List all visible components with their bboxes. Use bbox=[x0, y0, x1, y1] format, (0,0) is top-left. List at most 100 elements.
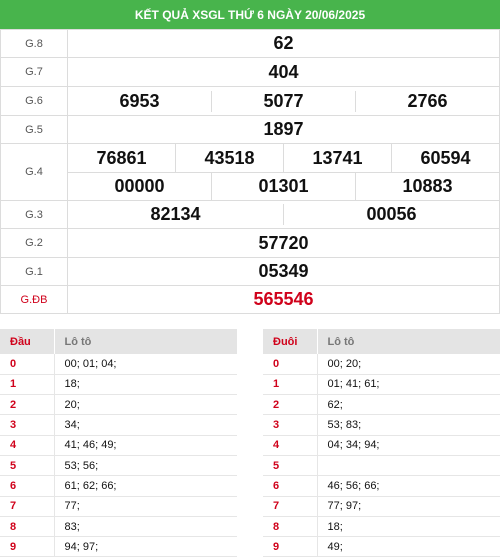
row-key: 0 bbox=[0, 354, 54, 375]
dau-table: Đầu Lô tô 0 00; 01; 04; 1 18; 2 20; 3 34; 4 41; 4… bbox=[0, 329, 237, 557]
prize-number: 1897 bbox=[263, 119, 304, 139]
prize-number: 43518 bbox=[175, 144, 283, 172]
loto-tables: Đầu Lô tô 0 00; 01; 04; 1 18; 2 20; 3 34; 4 41; 4… bbox=[0, 329, 500, 557]
table-row: 0 00; 01; 04; bbox=[0, 354, 237, 375]
row-loto-values: 53; 56; bbox=[53, 455, 237, 477]
row-key: 2 bbox=[0, 394, 54, 416]
prize-number: 2766 bbox=[355, 90, 499, 112]
prize-number: 76861 bbox=[96, 147, 147, 168]
prize-label: G.3 bbox=[0, 200, 68, 229]
prize-label: G.5 bbox=[0, 115, 68, 144]
prize-label: G.ĐB bbox=[0, 285, 68, 314]
row-loto-values: 18; bbox=[316, 516, 500, 538]
prize-row-g7: G.7 404 bbox=[0, 57, 500, 87]
table-row: 3 34; bbox=[0, 414, 237, 436]
row-loto-values: 77; 97; bbox=[316, 496, 500, 517]
row-key: 2 bbox=[263, 394, 317, 416]
prize-number: 5077 bbox=[211, 90, 355, 112]
prize-row-g3: G.3 82134 00056 bbox=[0, 200, 500, 229]
row-loto-values: 20; bbox=[53, 394, 237, 416]
table-row: 2 20; bbox=[0, 394, 237, 416]
row-key: 6 bbox=[0, 475, 54, 497]
prize-number: 13741 bbox=[283, 144, 391, 172]
table-row: 3 53; 83; bbox=[263, 414, 500, 436]
prize-number: 10883 bbox=[355, 173, 499, 200]
row-loto-values: 94; 97; bbox=[53, 536, 237, 557]
row-loto-values: 83; bbox=[53, 516, 237, 538]
table-row: 1 01; 41; 61; bbox=[263, 374, 500, 396]
table-row: 4 41; 46; 49; bbox=[0, 435, 237, 456]
table-row: 6 46; 56; 66; bbox=[263, 475, 500, 497]
loto-header: Lô tô bbox=[53, 329, 237, 354]
row-loto-values: 41; 46; 49; bbox=[53, 435, 237, 456]
row-key: 3 bbox=[263, 414, 317, 436]
prize-number: 00056 bbox=[283, 204, 499, 225]
row-loto-values: 49; bbox=[316, 536, 500, 557]
row-loto-values: 46; 56; 66; bbox=[316, 475, 500, 497]
row-loto-values: 77; bbox=[53, 496, 237, 517]
prize-number: 01301 bbox=[211, 173, 355, 200]
table-row: 0 00; 20; bbox=[263, 354, 500, 375]
duoi-header: Đuôi bbox=[263, 329, 317, 354]
prize-row-g2: G.2 57720 bbox=[0, 228, 500, 258]
table-row: 9 49; bbox=[263, 536, 500, 557]
table-row: 5 53; 56; bbox=[0, 455, 237, 477]
prize-number: 60594 bbox=[391, 144, 499, 172]
row-key: 9 bbox=[263, 536, 317, 557]
table-row: 7 77; bbox=[0, 496, 237, 517]
prize-number: 62 bbox=[273, 33, 294, 53]
table-row: 1 18; bbox=[0, 374, 237, 396]
prize-number: 57720 bbox=[258, 232, 309, 253]
prize-label: G.2 bbox=[0, 228, 68, 258]
results-table: G.8 62 G.7 404 G.6 6953 5077 2766 G.5 18… bbox=[0, 29, 500, 314]
row-loto-values: 53; 83; bbox=[316, 414, 500, 436]
row-loto-values: 62; bbox=[316, 394, 500, 416]
prize-label: G.6 bbox=[0, 86, 68, 116]
row-loto-values: 01; 41; 61; bbox=[316, 374, 500, 396]
row-key: 6 bbox=[263, 475, 317, 497]
row-loto-values: 34; bbox=[53, 414, 237, 436]
row-key: 1 bbox=[0, 374, 54, 396]
prize-row-g8: G.8 62 bbox=[0, 29, 500, 58]
row-key: 5 bbox=[263, 455, 317, 477]
prize-row-special: G.ĐB 565546 bbox=[0, 285, 500, 314]
prize-number: 05349 bbox=[258, 261, 309, 281]
row-key: 5 bbox=[0, 455, 54, 477]
row-loto-values: 00; 01; 04; bbox=[53, 354, 237, 375]
row-key: 4 bbox=[0, 435, 54, 456]
row-loto-values: 18; bbox=[53, 374, 237, 396]
row-key: 7 bbox=[263, 496, 317, 517]
row-key: 1 bbox=[263, 374, 317, 396]
row-loto-values: 04; 34; 94; bbox=[316, 435, 500, 456]
prize-label: G.8 bbox=[0, 29, 68, 58]
special-prize-number: 565546 bbox=[253, 289, 314, 309]
table-row: 9 94; 97; bbox=[0, 536, 237, 557]
row-key: 7 bbox=[0, 496, 54, 517]
prize-number: 6953 bbox=[119, 90, 160, 111]
prize-label: G.7 bbox=[0, 57, 68, 87]
table-row: 8 83; bbox=[0, 516, 237, 538]
prize-row-g6: G.6 6953 5077 2766 bbox=[0, 86, 500, 116]
table-row: 6 61; 62; 66; bbox=[0, 475, 237, 497]
table-row: 4 04; 34; 94; bbox=[263, 435, 500, 456]
row-key: 9 bbox=[0, 536, 54, 557]
table-row: 2 62; bbox=[263, 394, 500, 416]
results-title: KẾT QUẢ XSGL THỨ 6 NGÀY 20/06/2025 bbox=[0, 0, 500, 29]
prize-row-g1: G.1 05349 bbox=[0, 257, 500, 286]
row-key: 8 bbox=[0, 516, 54, 538]
loto-header: Lô tô bbox=[316, 329, 500, 354]
row-key: 0 bbox=[263, 354, 317, 375]
row-loto-values bbox=[316, 455, 500, 477]
prize-number: 404 bbox=[268, 61, 299, 82]
row-key: 3 bbox=[0, 414, 54, 436]
prize-number: 82134 bbox=[150, 204, 201, 224]
row-loto-values: 61; 62; 66; bbox=[53, 475, 237, 497]
row-key: 8 bbox=[263, 516, 317, 538]
row-key: 4 bbox=[263, 435, 317, 456]
table-row: 8 18; bbox=[263, 516, 500, 538]
table-row: 7 77; 97; bbox=[263, 496, 500, 517]
prize-number: 00000 bbox=[114, 176, 165, 196]
prize-label: G.1 bbox=[0, 257, 68, 286]
prize-row-g5: G.5 1897 bbox=[0, 115, 500, 144]
prize-label: G.4 bbox=[0, 143, 68, 201]
